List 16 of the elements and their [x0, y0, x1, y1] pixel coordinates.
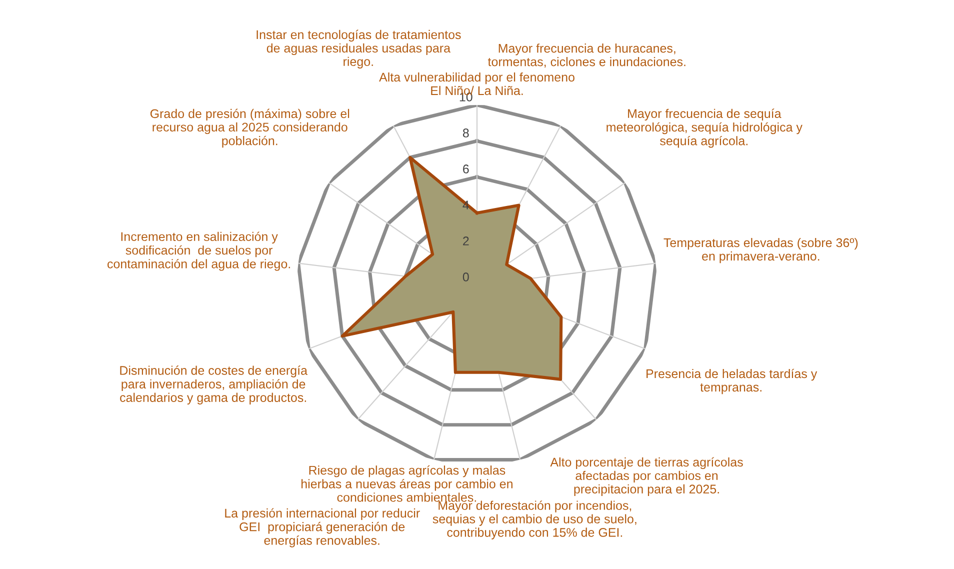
- spoke-label: Incremento en salinización y sodificación de suelos por contaminación del agua de riego.: [108, 232, 290, 271]
- spoke-label: Mayor frecuencia de huracanes, tormentas, ciclones e inundaciones.: [488, 44, 686, 68]
- spoke-label: Mayor deforestación por incendios, sequias y el cambio de uso de suelo, contribuyendo con 15% de GEI.: [432, 500, 636, 540]
- spoke-label: Riesgo de plagas agrícolas y malas hierbas a nuevas áreas por cambio en condiciones ambientales.: [302, 465, 512, 502]
- spoke-label: Temperaturas elevadas (sobre 36º) en primavera-verano.: [664, 238, 858, 264]
- spoke-label: Grado de presión (máxima) sobre el recurso agua al 2025 considerando población.: [150, 108, 350, 148]
- y-tick-label: 8: [462, 128, 469, 138]
- spoke-label: La presión internacional por reducir GEI propiciará generación de energías renovables.: [225, 508, 420, 548]
- spoke-label: Presencia de heladas tardías y tempranas.: [646, 368, 818, 394]
- y-tick-label: 2: [463, 236, 469, 246]
- spoke-label: Alto porcentaje de tierras agrícolas afectadas por cambios en precipitacion para el 2025.: [550, 457, 743, 496]
- spoke-label: Disminución de costes de energía para invernaderos, ampliación de calendarios y gama de productos.: [120, 366, 308, 404]
- y-tick-label: 0: [462, 272, 469, 282]
- y-tick-label: 6: [463, 164, 469, 174]
- spoke-label: Mayor frecuencia de sequía meteorológica, sequía hidrológica y sequía agrícola.: [606, 108, 802, 148]
- spoke-label: Instar en tecnologías de tratamientos de aguas residuales usadas para riego.: [256, 30, 461, 68]
